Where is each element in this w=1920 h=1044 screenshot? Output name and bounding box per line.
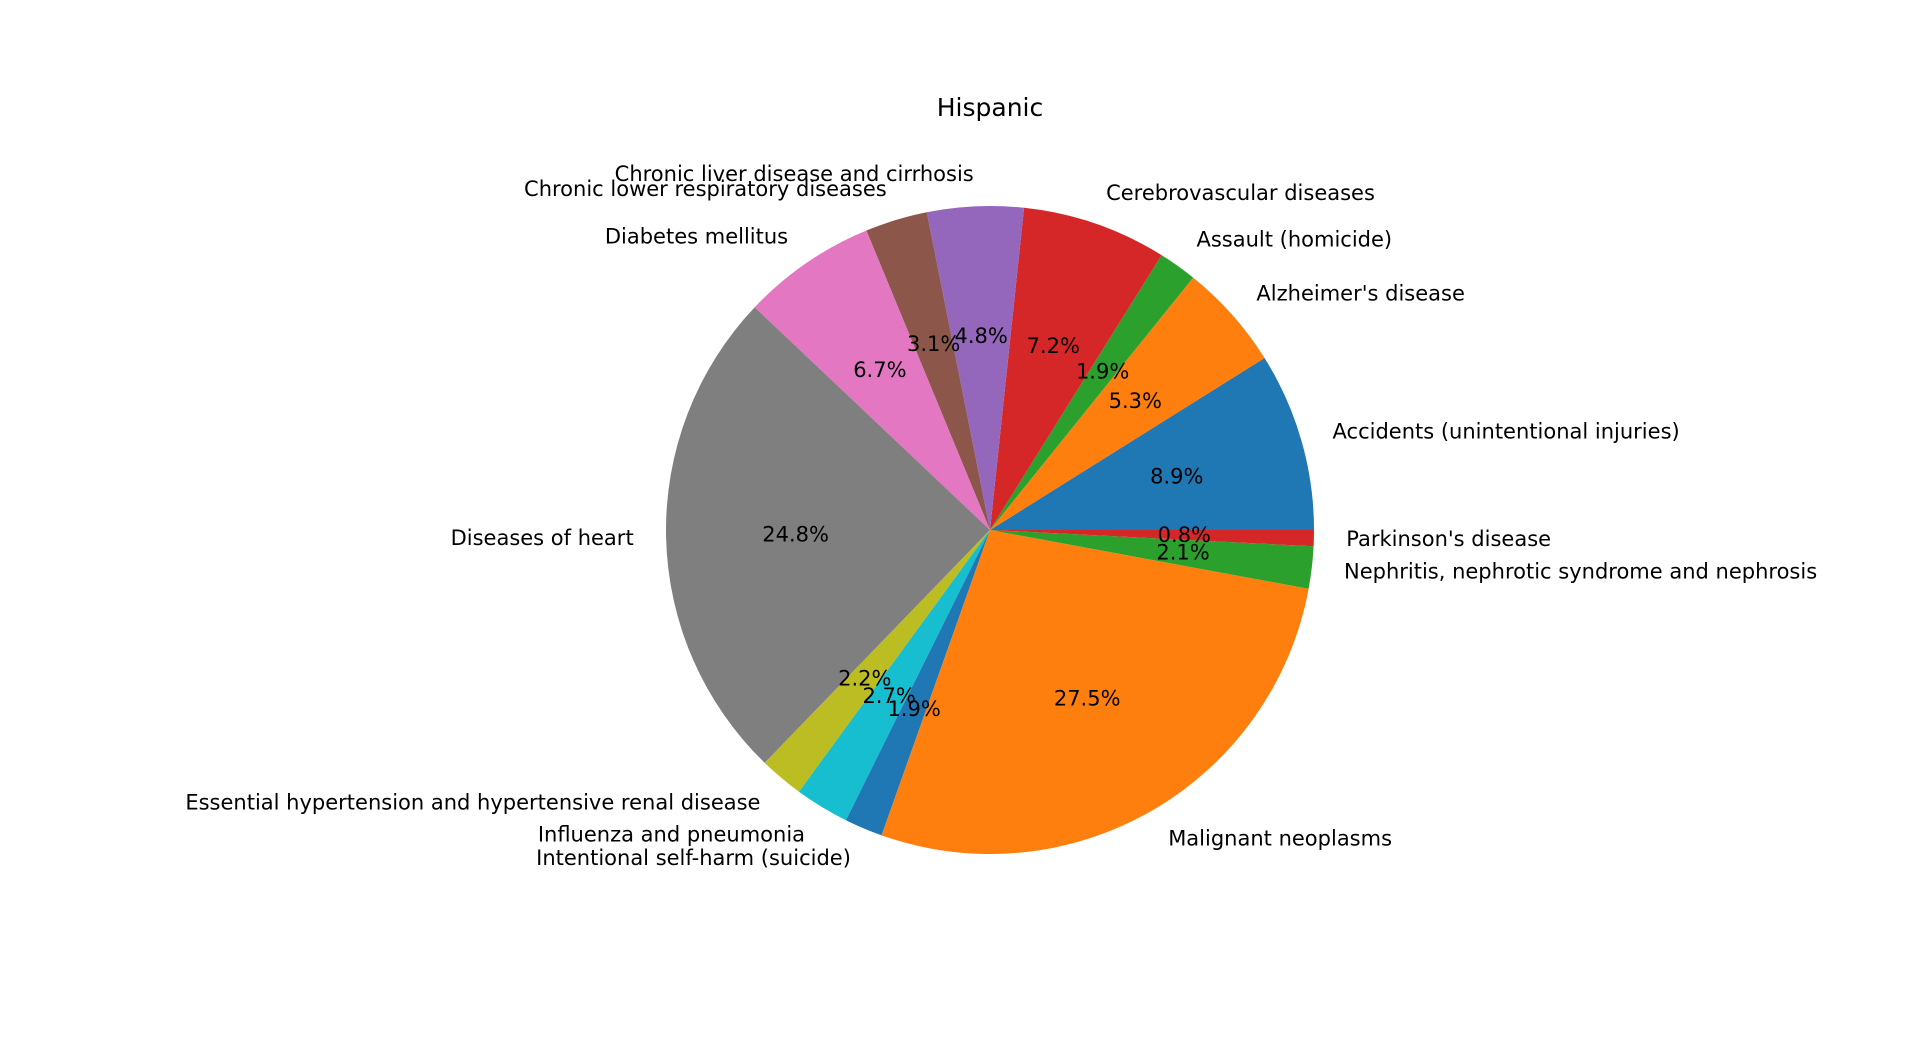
pie-slice-label: Parkinson's disease xyxy=(1346,527,1551,551)
pie-slice-nephritis-nephrotic-syndrome-and-nephrosis xyxy=(990,530,1314,589)
pie-percent-label: 27.5% xyxy=(1054,686,1121,710)
pie-slice-accidents-unintentional-injuries xyxy=(990,357,1314,530)
pie-slice-chronic-liver-disease-and-cirrhosis xyxy=(926,205,1025,530)
pie-percent-label: 2.7% xyxy=(862,684,915,708)
pie-slice-label: Assault (homicide) xyxy=(1196,228,1392,252)
pie-percent-label: 2.1% xyxy=(1156,541,1209,565)
pie-percent-label: 3.1% xyxy=(907,332,960,356)
pie-slice-label: Accidents (unintentional injuries) xyxy=(1333,420,1680,444)
pie-slices xyxy=(665,205,1314,854)
pie-slice-label: Nephritis, nephrotic syndrome and nephro… xyxy=(1344,559,1817,583)
pie-slice-label: Diseases of heart xyxy=(451,526,634,550)
pie-slice-label: Cerebrovascular diseases xyxy=(1106,181,1375,205)
pie-slice-chronic-lower-respiratory-diseases xyxy=(866,212,990,531)
pie-slice-alzheimer-s-disease xyxy=(990,277,1265,530)
pie-slice-label: Essential hypertension and hypertensive … xyxy=(185,791,760,815)
pie-slice-diabetes-mellitus xyxy=(754,230,990,530)
pie-percent-label: 4.8% xyxy=(954,324,1007,348)
pie-percent-label: 0.8% xyxy=(1158,523,1211,547)
pie-slice-label: Chronic lower respiratory diseases xyxy=(524,177,887,201)
pie-percent-label: 7.2% xyxy=(1027,334,1080,358)
pie-slice-essential-hypertension-and-hypertensive-renal-disease xyxy=(764,530,990,792)
pie-percent-label: 6.7% xyxy=(853,358,906,382)
pie-percent-labels: 8.9%5.3%1.9%7.2%4.8%3.1%6.7%24.8%2.2%2.7… xyxy=(762,324,1211,721)
pie-slice-malignant-neoplasms xyxy=(881,530,1309,854)
pie-percent-label: 24.8% xyxy=(762,522,829,546)
pie-slice-label: Alzheimer's disease xyxy=(1256,281,1464,305)
pie-slice-label: Chronic liver disease and cirrhosis xyxy=(615,162,974,186)
pie-slice-intentional-self-harm-suicide xyxy=(845,530,990,836)
pie-slice-label: Diabetes mellitus xyxy=(605,224,788,248)
pie-percent-label: 5.3% xyxy=(1109,389,1162,413)
pie-slice-diseases-of-heart xyxy=(665,307,990,763)
pie-slice-label: Malignant neoplasms xyxy=(1168,827,1392,851)
chart-title: Hispanic xyxy=(937,93,1044,122)
pie-slice-labels: Accidents (unintentional injuries) Alzhei… xyxy=(185,162,1817,870)
pie-percent-label: 8.9% xyxy=(1150,464,1203,488)
pie-slice-label: Intentional self-harm (suicide) xyxy=(536,846,851,870)
pie-slice-influenza-and-pneumonia xyxy=(798,530,990,821)
pie-slice-parkinson-s-disease xyxy=(990,530,1314,547)
pie-slice-label: Influenza and pneumonia xyxy=(538,823,805,847)
pie-percent-label: 1.9% xyxy=(887,697,940,721)
pie-slice-cerebrovascular-diseases xyxy=(990,207,1162,530)
pie-slice-assault-homicide xyxy=(990,255,1194,530)
pie-percent-label: 2.2% xyxy=(838,667,891,691)
pie-percent-label: 1.9% xyxy=(1076,360,1129,384)
